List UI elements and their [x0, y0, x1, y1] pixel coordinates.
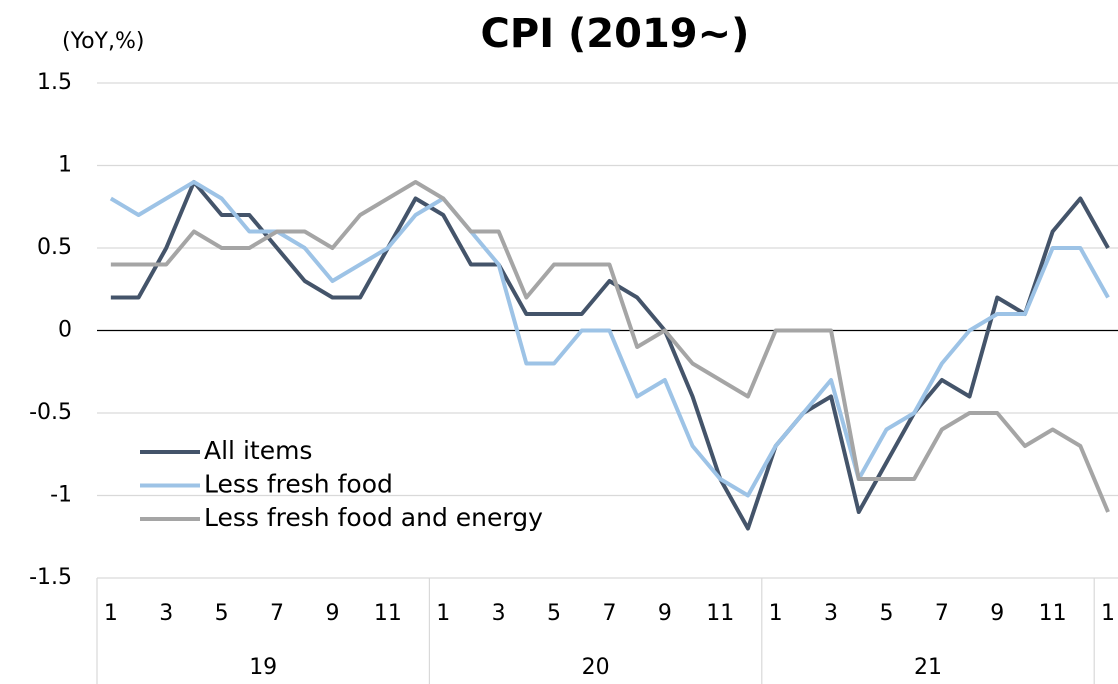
series-line — [110, 180, 1110, 531]
x-tick-label: 7 — [935, 601, 949, 626]
x-tick-label: 9 — [325, 601, 339, 626]
x-tick-label: 5 — [547, 601, 561, 626]
x-tick-label: 3 — [492, 601, 506, 626]
x-tick-label: 5 — [215, 601, 229, 626]
y-tick-label: -0.5 — [29, 400, 72, 425]
x-tick-label: 11 — [374, 601, 402, 626]
group-label: 21 — [914, 655, 942, 680]
x-tick-label: 1 — [769, 601, 783, 626]
x-tick-label: 1 — [436, 601, 450, 626]
chart-title: CPI (2019~) — [481, 11, 750, 57]
x-tick-label: 3 — [824, 601, 838, 626]
x-tick-label: 1 — [1101, 601, 1115, 626]
x-tick-label: 5 — [879, 601, 893, 626]
x-tick-label: 7 — [270, 601, 284, 626]
y-tick-label: -1 — [50, 483, 72, 508]
x-tick-label: 9 — [658, 601, 672, 626]
x-tick-label: 1 — [104, 601, 118, 626]
x-tick-label: 7 — [602, 601, 616, 626]
y-axis-label: (YoY,%) — [62, 29, 144, 54]
x-tick-label: 11 — [706, 601, 734, 626]
group-label: 19 — [249, 655, 277, 680]
y-tick-label: 1.5 — [37, 70, 72, 95]
legend-label: All items — [204, 436, 312, 465]
legend-label: Less fresh food — [204, 470, 393, 499]
group-label: 20 — [582, 655, 610, 680]
y-tick-label: 1 — [58, 153, 72, 178]
y-tick-label: -1.5 — [29, 565, 72, 590]
series-line — [110, 180, 1110, 513]
x-tick-label: 11 — [1039, 601, 1067, 626]
y-tick-label: 0 — [58, 318, 72, 343]
x-tick-label: 3 — [159, 601, 173, 626]
y-tick-label: 0.5 — [37, 235, 72, 260]
x-tick-label: 9 — [990, 601, 1004, 626]
legend-label: Less fresh food and energy — [204, 503, 543, 532]
